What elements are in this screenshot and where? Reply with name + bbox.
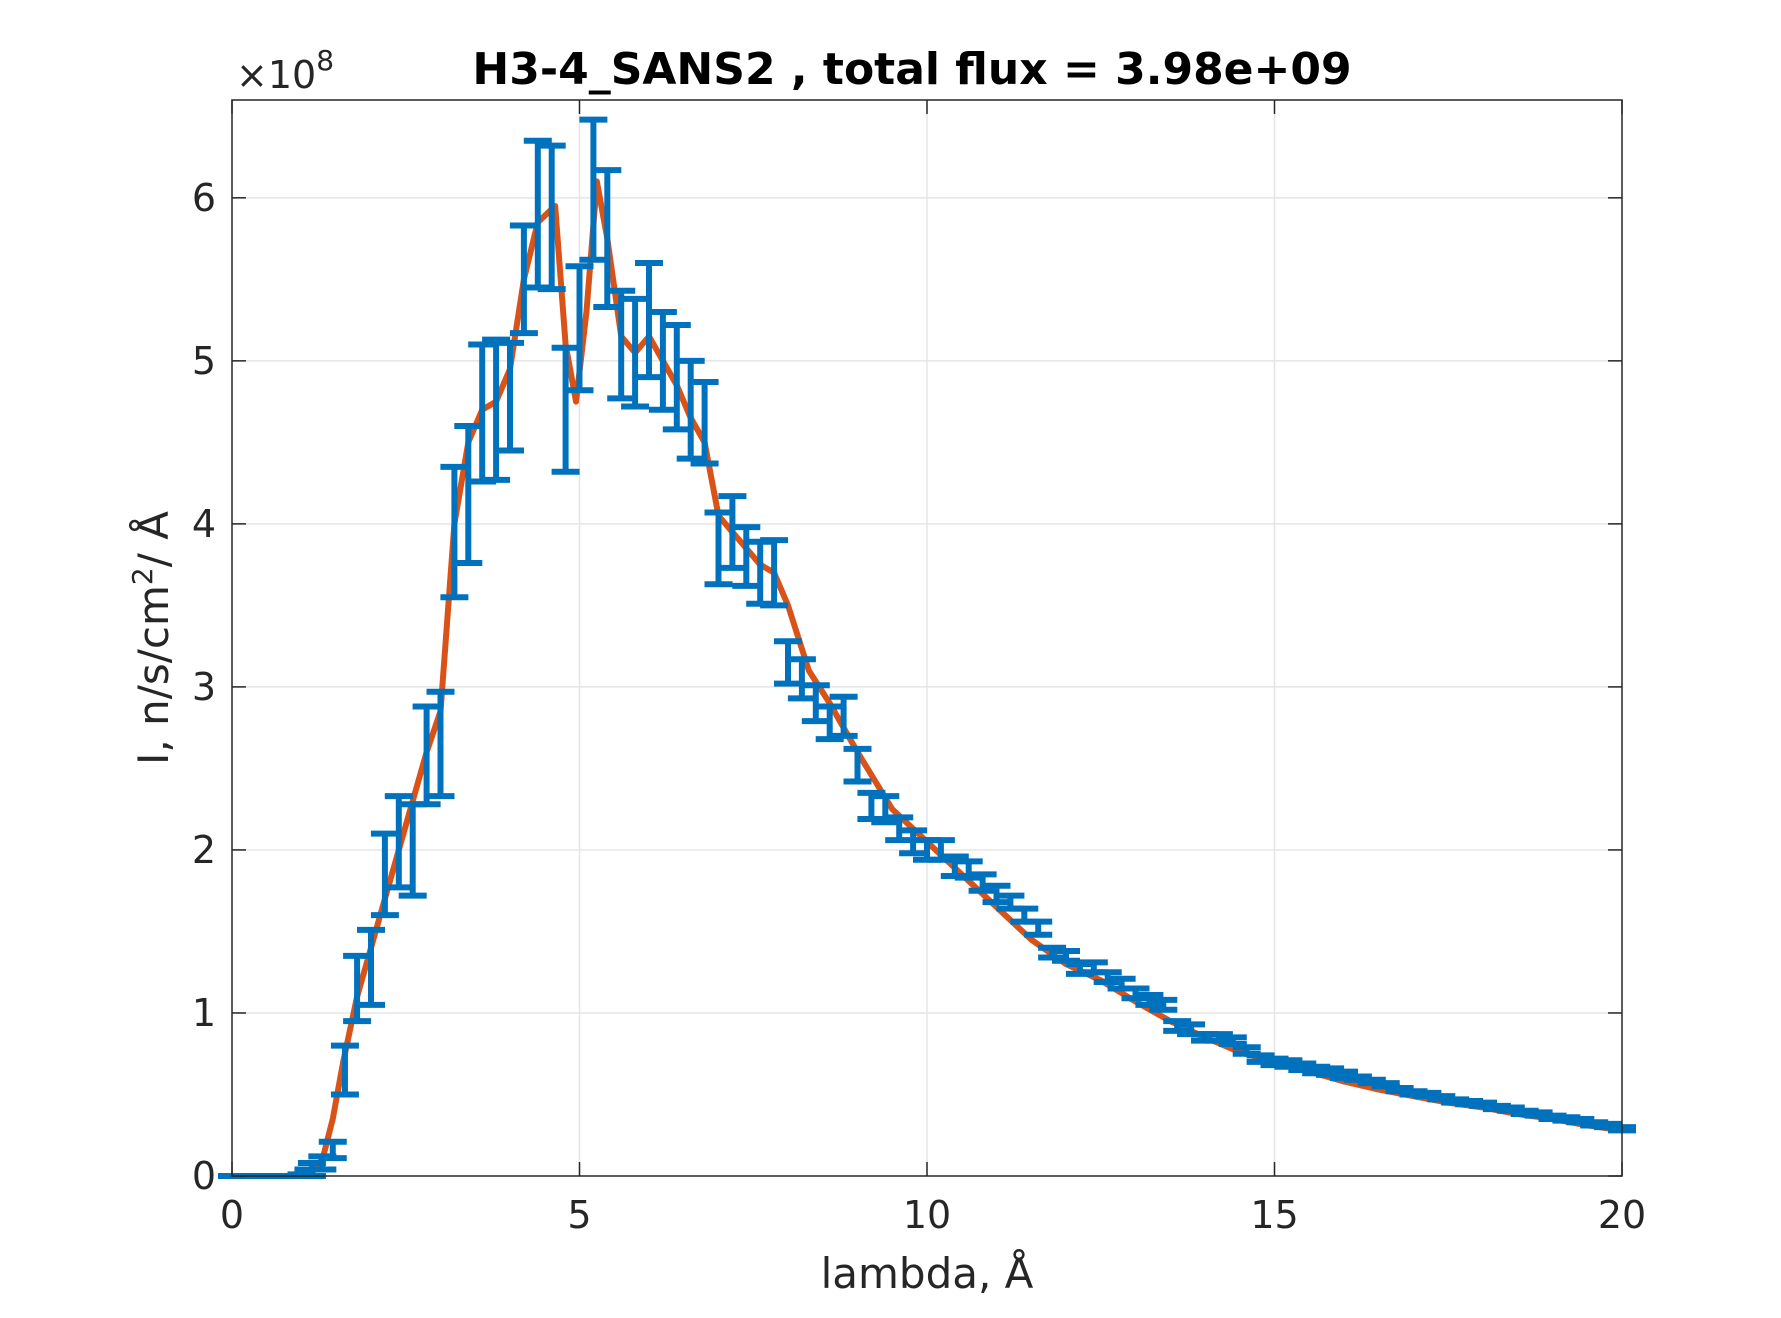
errorbar-point: [509, 222, 538, 337]
errorbar-point: [690, 379, 719, 467]
x-axis-label: lambda, Å: [821, 1248, 1034, 1298]
y-axis-label: I, n/s/cm2/ Å: [126, 511, 178, 765]
errorbar-point: [676, 357, 705, 462]
errorbar-point: [579, 116, 608, 263]
errorbar-point: [593, 167, 622, 311]
errorbar-point: [1149, 996, 1178, 1013]
y-exponent-base: ×10: [236, 53, 316, 97]
errorbar-point: [330, 1042, 359, 1098]
errorbar-point: [343, 952, 372, 1025]
errorbar-point: [384, 793, 413, 891]
errorbar-point: [621, 295, 650, 410]
errorbar-point: [635, 260, 663, 381]
errorbar-point: [774, 638, 802, 687]
errorbar-point: [787, 656, 816, 702]
errorbar-point: [843, 745, 872, 785]
errorbar-point: [1052, 948, 1080, 964]
errorbar-point: [454, 423, 483, 567]
errorbar-point: [760, 537, 789, 609]
y-tick-label: 2: [192, 828, 216, 872]
errorbar-point: [718, 493, 747, 571]
errorbar-point: [412, 703, 441, 808]
errorbar-point: [1024, 918, 1053, 938]
y-tick-label: 3: [192, 665, 216, 709]
x-tick-label: 5: [567, 1193, 591, 1237]
y-tick-label: 4: [192, 502, 216, 546]
errorbar-point: [662, 321, 691, 433]
errorbar-point: [537, 142, 566, 293]
y-exponent-power: 8: [316, 44, 334, 77]
errorbar-point: [357, 926, 385, 1008]
y-exponent-label: ×108: [236, 44, 334, 97]
errorbar-point: [440, 463, 469, 601]
y-tick-label: 6: [192, 176, 216, 220]
errorbar-point: [370, 830, 399, 919]
y-axis-label-tail: / Å: [128, 511, 178, 568]
y-axis-label-base: I, n/s/cm: [129, 585, 178, 765]
tick-layer: 0 5 10 15 20 0 1 2 3 4 5 6: [192, 100, 1646, 1237]
x-tick-label: 15: [1250, 1193, 1298, 1237]
errorbar-point: [829, 693, 858, 739]
errorbar-point: [482, 336, 511, 483]
errorbar-point: [565, 263, 594, 394]
chart-title: H3-4_SANS2 , total flux = 3.98e+09: [472, 44, 1351, 95]
errorbar-point: [318, 1138, 347, 1162]
errorbar-point: [704, 509, 733, 588]
y-axis-label-sup: 2: [126, 567, 159, 585]
errorbar-point: [607, 287, 636, 402]
y-tick-label: 5: [192, 339, 216, 383]
y-tick-label: 0: [192, 1154, 216, 1198]
x-tick-label: 0: [220, 1193, 244, 1237]
x-tick-label: 20: [1598, 1193, 1646, 1237]
errorbar-point: [732, 524, 761, 589]
errorbar-point: [496, 339, 524, 454]
errorbar-point: [1218, 1034, 1247, 1047]
errorbar-point: [426, 688, 455, 800]
errorbar-point: [648, 308, 677, 413]
x-tick-label: 10: [903, 1193, 951, 1237]
errorbar-point: [551, 344, 580, 475]
y-tick-label: 1: [192, 991, 216, 1035]
grid-layer: [232, 100, 1622, 1176]
errorbar-point: [801, 682, 830, 725]
